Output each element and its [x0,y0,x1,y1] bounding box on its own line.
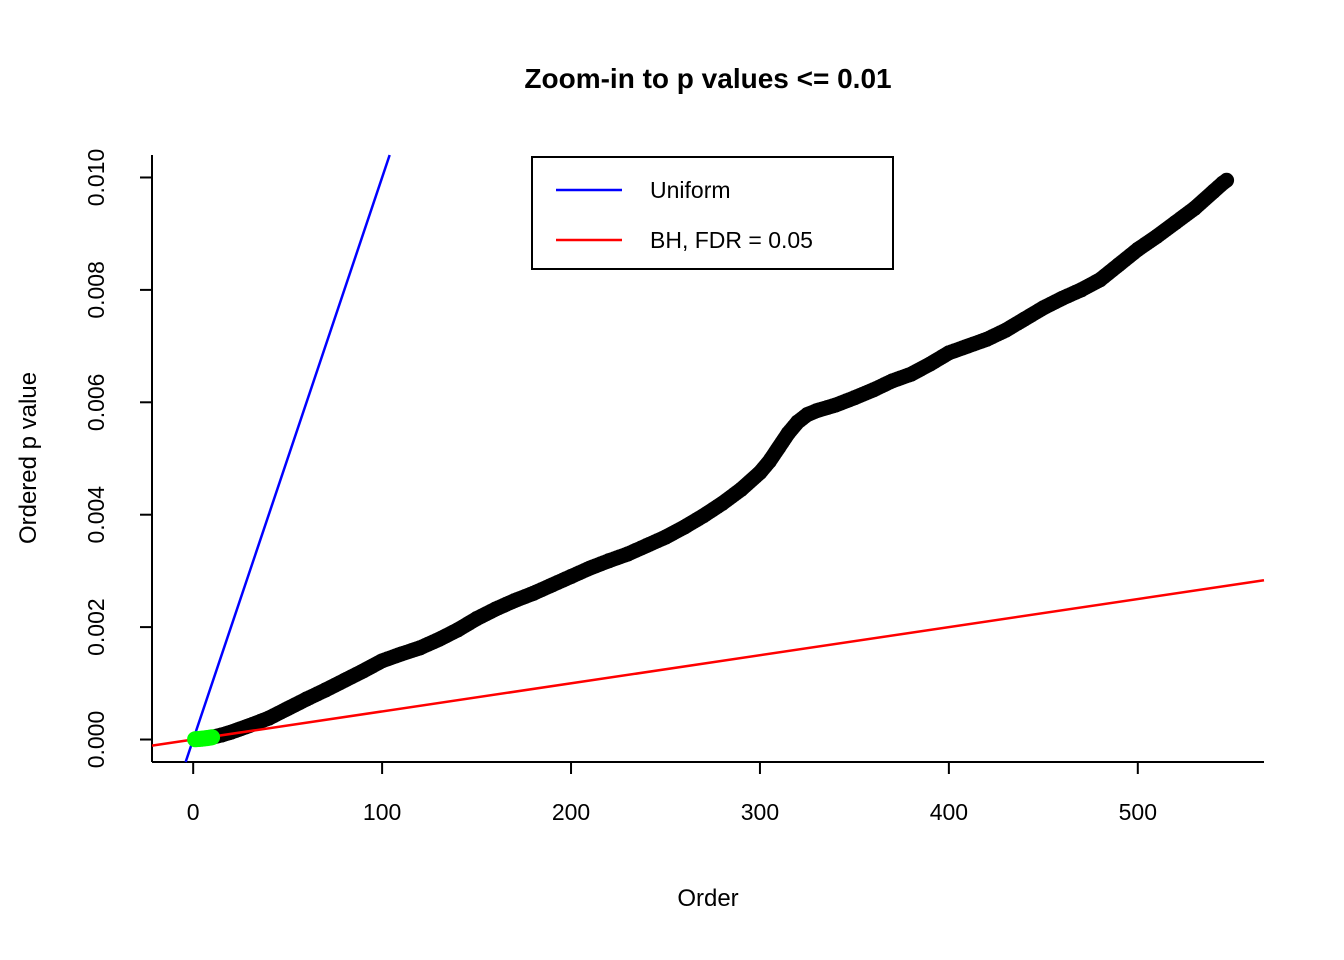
x-axis-label: Order [677,885,738,912]
y-tick-label: 0.002 [83,598,109,656]
data-point [1219,172,1235,188]
x-tick-label: 300 [741,799,779,825]
x-tick-label: 0 [187,799,200,825]
significant-point [204,729,221,746]
y-tick-label: 0.006 [83,374,109,432]
legend: Uniform BH, FDR = 0.05 [531,156,894,270]
y-axis-label: Ordered p value [15,372,42,544]
x-tick-label: 200 [552,799,590,825]
uniform-line [184,154,391,763]
chart-title: Zoom-in to p values <= 0.01 [524,63,891,94]
legend-label-bh: BH, FDR = 0.05 [650,227,813,253]
x-tick-label: 500 [1119,799,1157,825]
x-tick-label: 100 [363,799,401,825]
x-tick-label: 400 [930,799,968,825]
y-tick-label: 0.010 [83,149,109,207]
y-tick-label: 0.004 [83,486,109,544]
y-tick-label: 0.000 [83,711,109,769]
plot-generated-content: 0 100 200 300 400 500 0.000 0.002 0.004 0.006 0.00… [83,149,1265,825]
y-tick-label: 0.008 [83,261,109,319]
legend-box [531,156,894,270]
legend-label-uniform: Uniform [650,177,731,203]
bh-fdr-line [151,579,1265,747]
